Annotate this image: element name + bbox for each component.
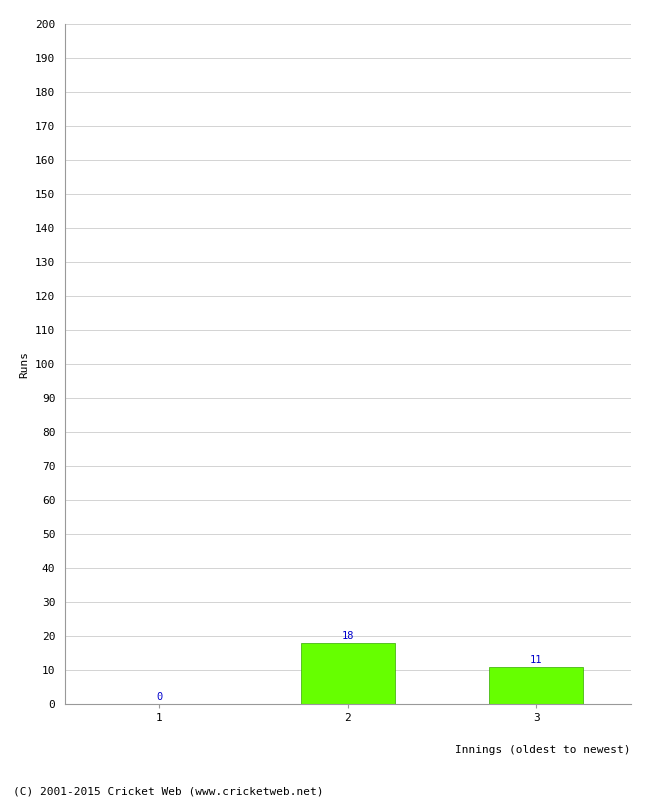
Text: 11: 11 bbox=[530, 655, 543, 665]
Bar bbox=[489, 666, 584, 704]
Bar bbox=[300, 643, 395, 704]
Y-axis label: Runs: Runs bbox=[20, 350, 29, 378]
Text: (C) 2001-2015 Cricket Web (www.cricketweb.net): (C) 2001-2015 Cricket Web (www.cricketwe… bbox=[13, 786, 324, 796]
Text: 18: 18 bbox=[341, 631, 354, 641]
Text: 0: 0 bbox=[156, 692, 162, 702]
Text: Innings (oldest to newest): Innings (oldest to newest) bbox=[455, 745, 630, 755]
